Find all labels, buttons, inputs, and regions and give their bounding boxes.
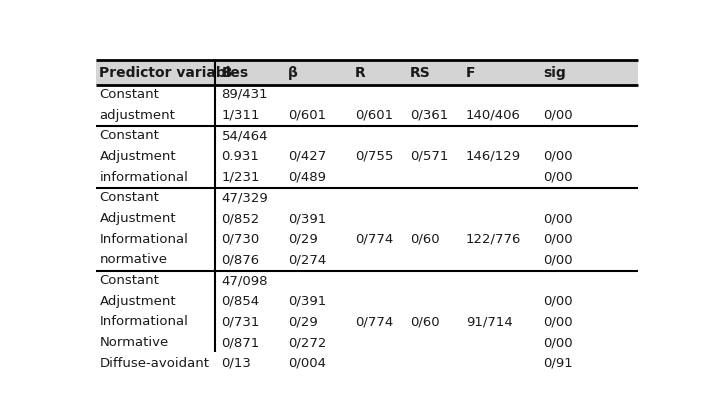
Text: informational: informational — [100, 171, 188, 184]
Text: 91/714: 91/714 — [465, 316, 513, 328]
Text: 47/098: 47/098 — [221, 274, 268, 287]
Text: 0/272: 0/272 — [288, 336, 326, 349]
Text: Constant: Constant — [100, 129, 160, 142]
Text: 0/854: 0/854 — [221, 295, 260, 308]
Text: Informational: Informational — [100, 233, 188, 246]
Text: 0/004: 0/004 — [288, 357, 326, 370]
Text: RS: RS — [410, 66, 431, 79]
Text: R: R — [354, 66, 365, 79]
Text: B: B — [221, 66, 232, 79]
Text: 0/91: 0/91 — [543, 357, 574, 370]
Text: 0/755: 0/755 — [354, 150, 393, 163]
Text: 0/60: 0/60 — [410, 316, 440, 328]
Text: 0/00: 0/00 — [543, 336, 573, 349]
Text: 0/361: 0/361 — [410, 109, 448, 122]
Text: adjustment: adjustment — [100, 109, 175, 122]
Text: F: F — [465, 66, 475, 79]
Text: 89/431: 89/431 — [221, 88, 268, 101]
Text: 0/00: 0/00 — [543, 109, 573, 122]
Text: 0/871: 0/871 — [221, 336, 260, 349]
Text: β: β — [288, 66, 298, 79]
Text: 0/391: 0/391 — [288, 212, 326, 225]
Text: 0/00: 0/00 — [543, 150, 573, 163]
Text: Predictor variables: Predictor variables — [100, 66, 248, 79]
Text: 0/730: 0/730 — [221, 233, 260, 246]
Text: 0/29: 0/29 — [288, 316, 318, 328]
Text: 0/876: 0/876 — [221, 253, 260, 266]
Text: 0/391: 0/391 — [288, 295, 326, 308]
Text: 146/129: 146/129 — [465, 150, 521, 163]
Text: 54/464: 54/464 — [221, 129, 268, 142]
Text: 0/274: 0/274 — [288, 253, 326, 266]
Text: 0/00: 0/00 — [543, 212, 573, 225]
Text: 0.931: 0.931 — [221, 150, 259, 163]
Text: Adjustment: Adjustment — [100, 212, 176, 225]
Text: 0/00: 0/00 — [543, 295, 573, 308]
Text: 0/00: 0/00 — [543, 316, 573, 328]
Text: 0/00: 0/00 — [543, 253, 573, 266]
Text: Adjustment: Adjustment — [100, 150, 176, 163]
Text: 0/60: 0/60 — [410, 233, 440, 246]
Text: 0/852: 0/852 — [221, 212, 260, 225]
Bar — [96, 60, 638, 85]
Text: 0/00: 0/00 — [543, 171, 573, 184]
Text: normative: normative — [100, 253, 168, 266]
Text: 1/311: 1/311 — [221, 109, 260, 122]
Text: Constant: Constant — [100, 274, 160, 287]
Text: 0/00: 0/00 — [543, 233, 573, 246]
Text: 0/601: 0/601 — [354, 109, 393, 122]
Text: 1/231: 1/231 — [221, 171, 260, 184]
Text: 0/489: 0/489 — [288, 171, 326, 184]
Text: 0/774: 0/774 — [354, 316, 393, 328]
Text: 0/571: 0/571 — [410, 150, 449, 163]
Text: Constant: Constant — [100, 88, 160, 101]
Text: sig: sig — [543, 66, 566, 79]
Text: 0/13: 0/13 — [221, 357, 251, 370]
Text: Diffuse-avoidant: Diffuse-avoidant — [100, 357, 210, 370]
Text: 0/601: 0/601 — [288, 109, 326, 122]
Text: 140/406: 140/406 — [465, 109, 521, 122]
Text: Normative: Normative — [100, 336, 169, 349]
Text: 122/776: 122/776 — [465, 233, 521, 246]
Text: Adjustment: Adjustment — [100, 295, 176, 308]
Text: 0/731: 0/731 — [221, 316, 260, 328]
Text: 47/329: 47/329 — [221, 191, 268, 204]
Text: 0/427: 0/427 — [288, 150, 326, 163]
Text: 0/774: 0/774 — [354, 233, 393, 246]
Text: Informational: Informational — [100, 316, 188, 328]
Text: 0/29: 0/29 — [288, 233, 318, 246]
Text: Constant: Constant — [100, 191, 160, 204]
